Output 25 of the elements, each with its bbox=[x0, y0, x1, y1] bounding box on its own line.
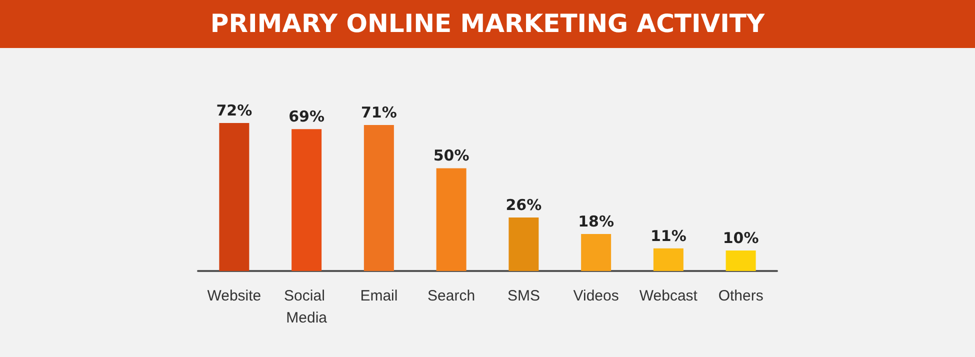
bar bbox=[726, 250, 756, 271]
bar bbox=[653, 248, 684, 271]
x-tick-label: Others bbox=[718, 288, 764, 304]
x-tick-label: Webcast bbox=[639, 288, 698, 304]
data-label: 11% bbox=[650, 226, 686, 245]
bar bbox=[581, 234, 612, 271]
data-label: 50% bbox=[433, 146, 470, 165]
x-tick-label: Website bbox=[207, 288, 262, 304]
x-tick-label: Videos bbox=[573, 288, 619, 304]
data-label: 71% bbox=[360, 104, 397, 122]
bar bbox=[292, 129, 322, 271]
data-label: 10% bbox=[722, 228, 759, 247]
x-tick-label: SMS bbox=[507, 288, 540, 304]
x-tick-label: Social Media bbox=[284, 288, 330, 326]
bar bbox=[508, 218, 539, 271]
data-label: 26% bbox=[506, 196, 542, 214]
bar bbox=[436, 168, 466, 271]
x-tick-label: Email bbox=[360, 288, 398, 304]
x-tick-label: Search bbox=[428, 288, 476, 304]
bar bbox=[364, 125, 394, 271]
data-label: 69% bbox=[288, 108, 325, 126]
data-label: 72% bbox=[216, 102, 252, 120]
bar bbox=[219, 123, 250, 271]
chart-title: PRIMARY ONLINE MARKETING ACTIVITY bbox=[0, 0, 975, 48]
data-label: 18% bbox=[578, 212, 614, 230]
